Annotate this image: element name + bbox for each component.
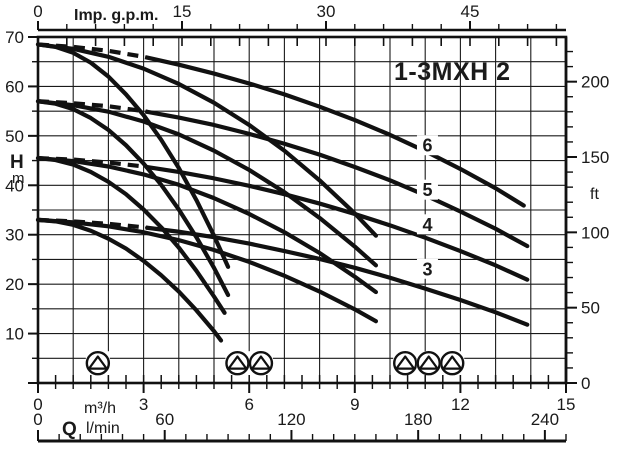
- left-axis-tick-label: 40: [5, 176, 24, 195]
- pump-impeller-triangle: [87, 355, 108, 370]
- curve-label-3: 3: [422, 259, 432, 279]
- bottom-secondary-axis-label: l/min: [86, 420, 120, 437]
- curve-label-5: 5: [422, 180, 432, 200]
- left-axis-tick-label: 30: [5, 226, 24, 245]
- chart-title: 1-3MXH 2: [394, 58, 511, 86]
- curve-5: [145, 109, 530, 249]
- curve-label-4: 4: [422, 215, 432, 235]
- bottom-secondary-tick-label: 120: [277, 410, 305, 429]
- pump-impeller-triangle: [442, 355, 463, 370]
- curve-4-single: [35, 156, 227, 315]
- curve-label-bg: [416, 214, 438, 235]
- right-axis-tick-label: 100: [581, 223, 609, 242]
- flow-symbol-label: Q: [62, 419, 77, 440]
- left-axis-tick-label: 70: [5, 28, 24, 47]
- curve-6-double: [35, 42, 379, 238]
- right-axis-tick-label: 0: [581, 374, 590, 393]
- pump-impeller-triangle: [418, 355, 439, 370]
- top-axis-tick-label: 0: [33, 2, 42, 21]
- top-axis-label: Imp. g.p.m.: [74, 7, 159, 24]
- curve-6: [145, 55, 526, 208]
- curve-4: [145, 164, 530, 282]
- curve-4-double: [35, 156, 379, 295]
- right-axis-tick-label: 50: [581, 299, 600, 318]
- bottom-secondary-tick-label: 0: [33, 410, 42, 429]
- pump-impeller-triangle: [251, 355, 271, 370]
- left-axis-tick-label: 20: [5, 275, 24, 294]
- right-axis-unit: ft: [590, 186, 599, 203]
- pump-impeller-triangle: [227, 355, 248, 370]
- curve-label-bg: [416, 258, 438, 279]
- bottom-primary-tick-label: 3: [139, 395, 148, 414]
- bottom-primary-tick-label: 0: [33, 395, 42, 414]
- bottom-secondary-tick-label: 240: [531, 410, 559, 429]
- bottom-primary-tick-label: 9: [350, 395, 359, 414]
- left-axis-tick-label: 10: [5, 325, 24, 344]
- left-axis-symbol: H: [10, 152, 24, 173]
- bottom-primary-axis-label: m³/h: [84, 400, 116, 417]
- bottom-primary-tick-label: 15: [557, 395, 576, 414]
- left-axis-unit: m: [12, 170, 25, 187]
- top-axis-tick-label: 15: [173, 2, 192, 21]
- right-axis-tick-label: 150: [581, 148, 609, 167]
- bottom-secondary-tick-label: 180: [404, 410, 432, 429]
- top-axis-tick-label: 30: [317, 2, 336, 21]
- pump-impeller-triangle: [395, 355, 416, 370]
- curve-5-double: [35, 99, 379, 268]
- top-axis-tick-label: 45: [461, 2, 480, 21]
- curve-5-single: [35, 99, 231, 298]
- curve-label-6: 6: [422, 136, 432, 156]
- left-axis-tick-label: 50: [5, 127, 24, 146]
- bottom-secondary-tick-label: 60: [155, 410, 174, 429]
- curve-3-double: [35, 217, 379, 324]
- bottom-primary-tick-label: 6: [244, 395, 253, 414]
- curve-label-bg: [416, 179, 438, 200]
- curve-label-bg: [416, 135, 438, 156]
- bottom-primary-tick-label: 12: [451, 395, 470, 414]
- left-axis-tick-label: 60: [5, 77, 24, 96]
- curve-6-single: [35, 42, 231, 269]
- right-axis-tick-label: 200: [581, 73, 609, 92]
